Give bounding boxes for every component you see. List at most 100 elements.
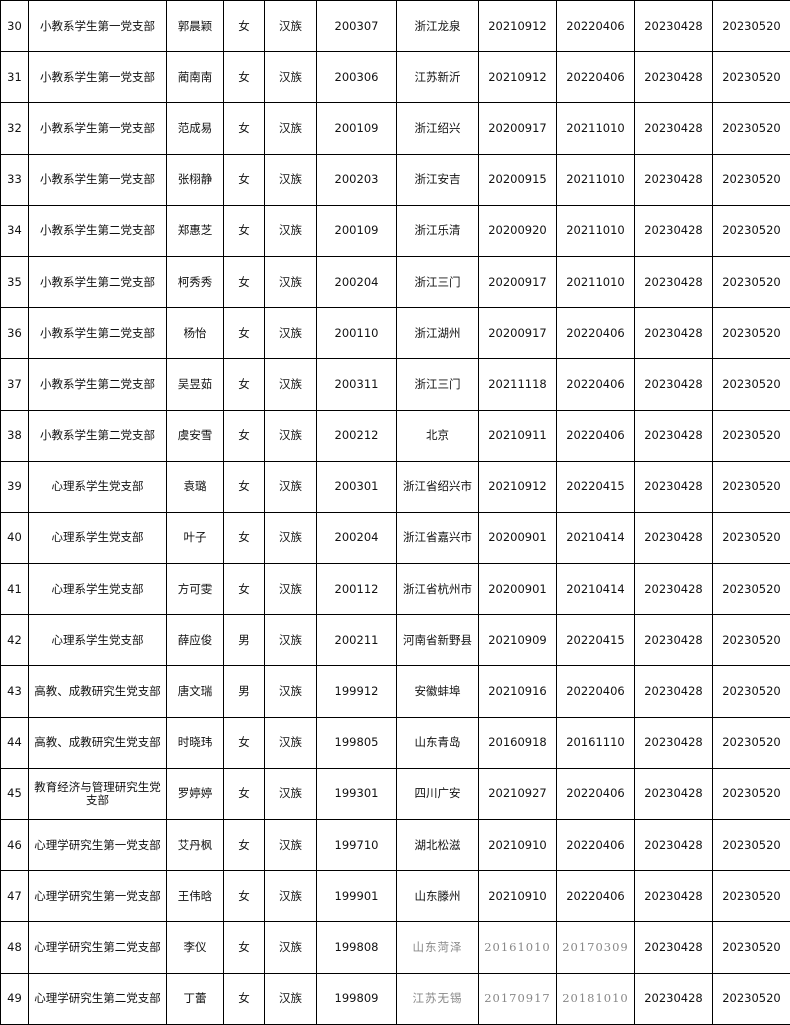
table-cell: 20181010 [557,973,635,1024]
table-cell: 浙江安吉 [397,154,479,205]
table-cell: 女 [224,410,265,461]
table-cell: 河南省新野县 [397,615,479,666]
table-cell: 20160918 [479,717,557,768]
table-cell: 44 [1,717,29,768]
table-cell: 33 [1,154,29,205]
table-cell: 女 [224,1,265,52]
table-cell: 女 [224,768,265,819]
table-cell: 20230428 [635,1,713,52]
table-cell: 范成易 [167,103,224,154]
table-cell: 心理学研究生第一党支部 [29,820,167,871]
table-cell: 汉族 [265,820,317,871]
table-cell: 199805 [317,717,397,768]
table-cell: 时晓玮 [167,717,224,768]
table-cell: 20220406 [557,1,635,52]
table-cell: 200203 [317,154,397,205]
table-cell: 20210912 [479,1,557,52]
table-cell: 20230520 [713,154,790,205]
table-cell: 200311 [317,359,397,410]
table-cell: 35 [1,256,29,307]
table-cell: 20220406 [557,359,635,410]
table-cell: 浙江湖州 [397,308,479,359]
table-cell: 虞安雪 [167,410,224,461]
table-cell: 20200917 [479,256,557,307]
table-cell: 柯秀秀 [167,256,224,307]
table-cell: 女 [224,871,265,922]
table-cell: 20230520 [713,103,790,154]
table-cell: 汉族 [265,103,317,154]
table-cell: 20230428 [635,512,713,563]
table-cell: 王伟晗 [167,871,224,922]
table-cell: 丁蕾 [167,973,224,1024]
table-cell: 20211118 [479,359,557,410]
table-cell: 20161010 [479,922,557,973]
table-cell: 41 [1,564,29,615]
table-cell: 四川广安 [397,768,479,819]
table-cell: 48 [1,922,29,973]
table-cell: 江苏无锡 [397,973,479,1024]
table-cell: 199808 [317,922,397,973]
table-cell: 女 [224,717,265,768]
table-cell: 浙江三门 [397,256,479,307]
table-cell: 20170309 [557,922,635,973]
table-cell: 小教系学生第二党支部 [29,308,167,359]
table-cell: 小教系学生第二党支部 [29,256,167,307]
table-cell: 20210916 [479,666,557,717]
table-cell: 36 [1,308,29,359]
table-cell: 袁璐 [167,461,224,512]
table-cell: 女 [224,973,265,1024]
table-cell: 200204 [317,256,397,307]
table-cell: 汉族 [265,666,317,717]
table-cell: 艾丹枫 [167,820,224,871]
table-cell: 20230428 [635,666,713,717]
table-cell: 女 [224,205,265,256]
table-cell: 200112 [317,564,397,615]
table-cell: 199710 [317,820,397,871]
table-cell: 200211 [317,615,397,666]
table-cell: 20210927 [479,768,557,819]
table-cell: 20200920 [479,205,557,256]
table-cell: 20230520 [713,922,790,973]
table-cell: 38 [1,410,29,461]
table-cell: 汉族 [265,205,317,256]
table-cell: 20210910 [479,871,557,922]
table-cell: 郭晨颖 [167,1,224,52]
table-cell: 20210911 [479,410,557,461]
table-cell: 20210909 [479,615,557,666]
table-cell: 山东菏泽 [397,922,479,973]
table-cell: 20200917 [479,308,557,359]
table-cell: 43 [1,666,29,717]
table-cell: 汉族 [265,52,317,103]
table-cell: 20170917 [479,973,557,1024]
table-cell: 20210910 [479,820,557,871]
table-cell: 20230428 [635,461,713,512]
table-cell: 20230428 [635,717,713,768]
table-cell: 32 [1,103,29,154]
table-cell: 汉族 [265,256,317,307]
table-cell: 20230428 [635,410,713,461]
table-cell: 46 [1,820,29,871]
table-cell: 20211010 [557,154,635,205]
table-cell: 30 [1,1,29,52]
table-cell: 郑惠芝 [167,205,224,256]
table-cell: 20230520 [713,768,790,819]
table-cell: 心理系学生党支部 [29,615,167,666]
table-cell: 汉族 [265,768,317,819]
table-cell: 200109 [317,103,397,154]
table-cell: 20230520 [713,717,790,768]
table-cell: 20220406 [557,666,635,717]
table-cell: 20230428 [635,154,713,205]
table-cell: 小教系学生第二党支部 [29,410,167,461]
